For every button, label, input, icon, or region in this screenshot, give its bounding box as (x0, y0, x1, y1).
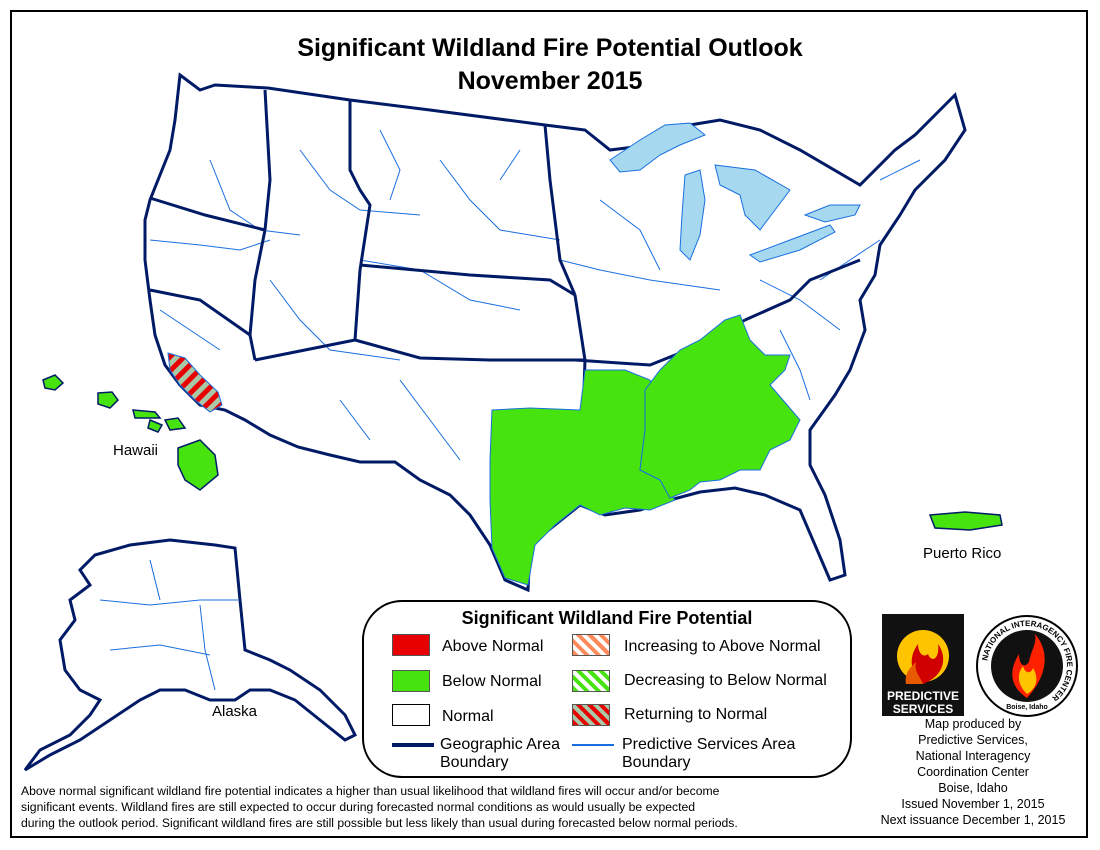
legend-title: Significant Wildland Fire Potential (461, 608, 753, 628)
returning-to-normal-southern-california (167, 352, 223, 413)
hawaii-label: Hawaii (113, 442, 159, 459)
predictive-services-logo-line2: SERVICES (893, 702, 953, 716)
legend-label-below-normal: Below Normal (442, 673, 542, 690)
alaska-ps-boundaries (99, 559, 238, 691)
legend-label-decreasing: Decreasing to Below Normal (624, 672, 827, 689)
legend-label-ps-area: Predictive Services Area Boundary (622, 736, 795, 772)
legend-label-returning: Returning to Normal (624, 706, 768, 723)
legend-line-geographic-area (392, 743, 434, 747)
ps-area-boundaries (149, 129, 921, 461)
legend-label-increasing: Increasing to Above Normal (624, 638, 821, 655)
lake-erie (748, 224, 836, 263)
nifc-logo: NATIONAL INTERAGENCY FIRE CENTER Boise, … (976, 615, 1078, 717)
legend-label-above-normal: Above Normal (442, 638, 544, 655)
lake-superior (609, 122, 706, 173)
puerto-rico-map (928, 511, 1003, 531)
legend-label-normal: Normal (442, 708, 494, 725)
issued-date: Issued November 1, 2015 (901, 797, 1045, 811)
credits-line4: Coordination Center (917, 765, 1029, 779)
puerto-rico-label: Puerto Rico (923, 545, 1002, 562)
legend-label-geographic-area-line1: Geographic Area (440, 736, 561, 753)
legend-swatch-decreasing (572, 670, 610, 692)
below-normal-southeast (639, 314, 801, 499)
below-normal-southern-plains (489, 369, 676, 586)
nifc-bottom-text: Boise, Idaho (1006, 704, 1048, 711)
legend-label-geographic-area-line2: Boundary (440, 754, 509, 771)
credits-line5: Boise, Idaho (938, 781, 1008, 795)
lake-ontario (803, 204, 861, 223)
predictive-services-logo: PREDICTIVE SERVICES (882, 614, 964, 716)
legend-line-ps-area (572, 744, 614, 746)
map-title: Significant Wildland Fire Potential Outl… (297, 34, 803, 62)
legend-label-ps-area-line1: Predictive Services Area (622, 736, 796, 753)
legend-swatch-above-normal (392, 634, 430, 656)
hawaii-map (42, 374, 219, 491)
credits-line1: Map produced by (924, 717, 1022, 731)
footnote-line3: during the outlook period. Significant w… (21, 816, 738, 830)
lake-huron (714, 164, 791, 231)
next-issuance-date: Next issuance December 1, 2015 (880, 813, 1066, 827)
lake-michigan (679, 169, 706, 261)
footnote: Above normal significant wildland fire p… (21, 783, 861, 831)
map-subtitle: November 2015 (457, 67, 643, 95)
legend-label-ps-area-line2: Boundary (622, 754, 691, 771)
legend: Significant Wildland Fire Potential Abov… (362, 600, 852, 778)
credits-line3: National Interagency (915, 749, 1031, 763)
legend-swatch-increasing (572, 634, 610, 656)
credits-line2: Predictive Services, (918, 733, 1028, 747)
legend-swatch-returning (572, 704, 610, 726)
footnote-line1: Above normal significant wildland fire p… (21, 784, 720, 798)
legend-swatch-normal (392, 704, 430, 726)
footnote-line2: significant events. Wildland fires are s… (21, 800, 696, 814)
legend-swatch-below-normal (392, 670, 430, 692)
map-credits: Map produced by Predictive Services, Nat… (868, 716, 1078, 828)
alaska-map (23, 538, 358, 772)
predictive-services-logo-line1: PREDICTIVE (887, 689, 959, 703)
alaska-label: Alaska (212, 703, 258, 720)
legend-label-geographic-area: Geographic Area Boundary (440, 736, 560, 772)
